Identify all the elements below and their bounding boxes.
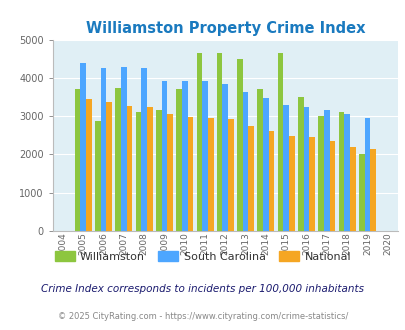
Bar [147,107,152,231]
Bar [161,81,167,231]
Bar [167,114,173,231]
Bar [329,141,335,231]
Bar [196,53,202,231]
Bar [358,154,364,231]
Bar [288,136,294,231]
Bar [237,59,242,231]
Bar [207,118,213,231]
Bar [75,89,80,231]
Bar [338,112,343,231]
Bar [343,114,349,231]
Bar [141,68,147,231]
Bar [248,126,254,231]
Bar [135,112,141,231]
Bar [268,131,274,231]
Bar [181,81,187,231]
Legend: Williamston, South Carolina, National: Williamston, South Carolina, National [50,247,355,266]
Bar [318,116,323,231]
Text: Crime Index corresponds to incidents per 100,000 inhabitants: Crime Index corresponds to incidents per… [41,284,364,294]
Bar [297,97,303,231]
Bar [283,106,288,231]
Bar [369,149,375,231]
Bar [202,81,207,231]
Bar [364,118,369,231]
Bar [187,117,193,231]
Text: © 2025 CityRating.com - https://www.cityrating.com/crime-statistics/: © 2025 CityRating.com - https://www.city… [58,312,347,321]
Bar [242,92,248,231]
Bar [228,119,233,231]
Bar [100,68,106,231]
Bar [257,89,262,231]
Bar [323,110,329,231]
Bar [303,107,309,231]
Bar [95,121,100,231]
Bar [216,53,222,231]
Bar [222,84,228,231]
Bar [262,98,268,231]
Title: Williamston Property Crime Index: Williamston Property Crime Index [85,21,364,36]
Bar [277,53,283,231]
Bar [86,99,92,231]
Bar [156,111,161,231]
Bar [126,106,132,231]
Bar [349,147,355,231]
Bar [80,63,86,231]
Bar [106,102,112,231]
Bar [121,67,126,231]
Bar [115,88,121,231]
Bar [176,89,181,231]
Bar [309,137,314,231]
